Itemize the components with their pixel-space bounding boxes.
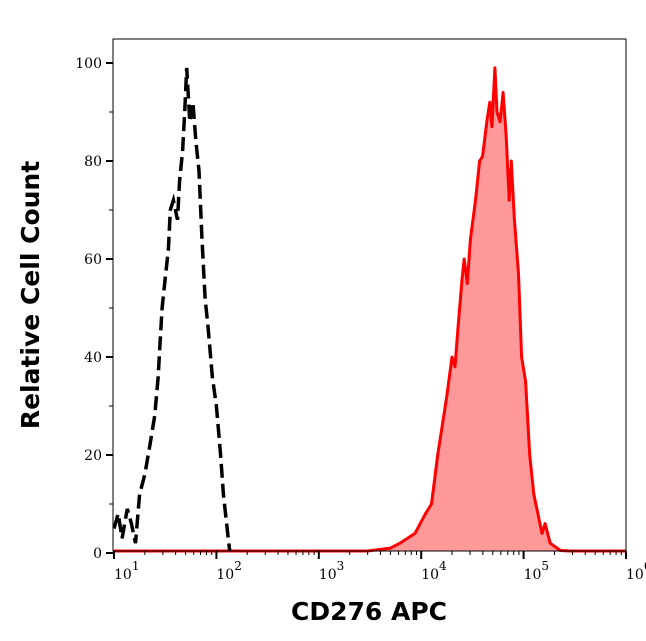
plot-frame xyxy=(112,38,627,552)
x-tick-label: 105 xyxy=(524,559,549,583)
x-tick-label: 101 xyxy=(114,559,139,583)
y-tick-label: 0 xyxy=(93,546,102,562)
x-tick-label: 106 xyxy=(626,559,646,583)
y-axis-label: Relative Cell Count xyxy=(16,161,45,429)
x-tick-label: 104 xyxy=(421,559,447,583)
y-tick-label: 100 xyxy=(75,56,102,72)
plot-layer xyxy=(112,66,626,553)
y-tick-label: 20 xyxy=(84,448,102,464)
stained-area-fill xyxy=(113,67,626,552)
axes: 0 20 40 60 80 100 101 102 103 104 105 106 xyxy=(75,56,646,583)
y-tick-label: 40 xyxy=(84,350,102,366)
x-tick-label: 103 xyxy=(319,559,344,583)
x-tick-label: 102 xyxy=(216,559,241,583)
stained-series-line xyxy=(114,66,626,553)
control-series-line xyxy=(112,67,232,552)
x-axis-label: CD276 APC xyxy=(291,597,447,626)
y-tick-label: 60 xyxy=(84,252,102,268)
y-tick-label: 80 xyxy=(84,154,102,170)
